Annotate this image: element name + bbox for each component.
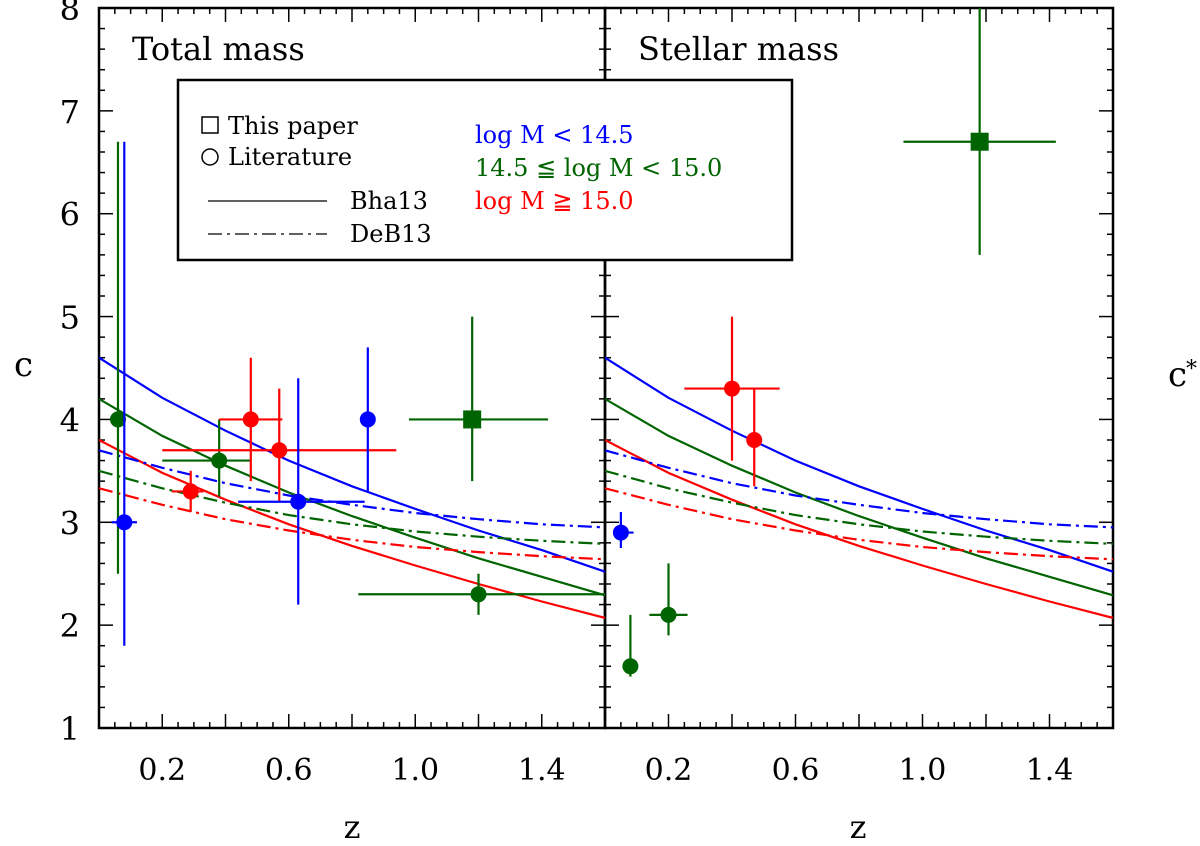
legend-this-paper: This paper bbox=[228, 112, 358, 140]
curve-bha13-high bbox=[605, 439, 1113, 619]
panel-0-series bbox=[99, 141, 605, 646]
data-point-mid bbox=[408, 316, 549, 482]
legend-mid-mass: 14.5 ≦ log M < 15.0 bbox=[475, 154, 722, 182]
curve-deb13-low bbox=[605, 449, 1113, 529]
square-marker bbox=[463, 410, 482, 429]
legend-low-mass: log M < 14.5 bbox=[475, 121, 634, 149]
circle-marker bbox=[470, 586, 487, 603]
data-point-low bbox=[238, 378, 365, 605]
circle-marker bbox=[290, 493, 307, 510]
data-point-high bbox=[684, 316, 780, 461]
curve-bha13-mid bbox=[605, 397, 1113, 597]
data-point-high bbox=[746, 388, 763, 487]
legend-square-marker bbox=[201, 116, 219, 134]
legend-literature: Literature bbox=[228, 143, 352, 171]
data-point-high bbox=[162, 388, 397, 502]
right-axis-label: c * bbox=[1168, 355, 1197, 395]
circle-marker bbox=[724, 380, 740, 397]
y-tick-label: 1 bbox=[60, 710, 80, 748]
curve-deb13-high bbox=[99, 487, 605, 561]
circle-marker bbox=[182, 483, 199, 500]
stellar-mass-title: Stellar mass bbox=[638, 30, 839, 68]
circle-marker bbox=[211, 452, 228, 469]
circle-marker bbox=[116, 514, 133, 531]
circle-marker bbox=[242, 411, 259, 428]
y-tick-label: 8 bbox=[60, 0, 80, 28]
x-tick-label: 1.4 bbox=[1026, 753, 1074, 788]
legend-bha13: Bha13 bbox=[350, 187, 428, 215]
circle-marker bbox=[622, 658, 639, 675]
x-tick-label: 0.2 bbox=[645, 753, 693, 788]
circle-marker bbox=[746, 432, 763, 448]
curve-deb13-mid bbox=[605, 469, 1113, 545]
x-tick-label: 0.2 bbox=[138, 753, 186, 788]
x-tick-label: 0.6 bbox=[265, 753, 313, 788]
data-point-mid bbox=[649, 563, 688, 636]
x-tick-label: 1.0 bbox=[899, 753, 947, 788]
curve-deb13-high bbox=[605, 487, 1113, 561]
panel-1-ticks: 0.2 0.6 1.0 1.4 bbox=[605, 8, 1113, 788]
curve-bha13-mid bbox=[99, 397, 605, 597]
data-point-mid bbox=[358, 573, 605, 615]
total-mass-title: Total mass bbox=[132, 30, 305, 68]
y-tick-label: 6 bbox=[60, 196, 80, 234]
panel-1-series bbox=[605, 8, 1113, 677]
y-tick-label: 5 bbox=[60, 299, 80, 337]
circle-marker bbox=[109, 411, 126, 428]
circle-marker bbox=[660, 606, 677, 623]
curve-bha13-low bbox=[99, 356, 605, 573]
legend-high-mass: log M ≧ 15.0 bbox=[475, 187, 634, 215]
curve-deb13-mid bbox=[99, 469, 605, 545]
data-point-mid bbox=[622, 614, 639, 677]
total-mass-xlabel: z bbox=[344, 808, 361, 846]
data-point-mid bbox=[109, 141, 126, 574]
x-tick-label: 1.4 bbox=[518, 753, 566, 788]
legend: This paper Literature Bha13 DeB13 log M … bbox=[176, 78, 794, 262]
data-point-mid bbox=[903, 8, 1056, 255]
data-layer bbox=[99, 8, 1113, 677]
y-axis-label: c bbox=[14, 345, 33, 385]
right-axis-label-c: c bbox=[1168, 355, 1187, 395]
curve-deb13-low bbox=[99, 449, 605, 529]
stellar-mass-xlabel: z bbox=[850, 808, 867, 846]
data-point-low bbox=[612, 512, 634, 548]
data-point-low bbox=[359, 347, 376, 492]
data-point-high bbox=[219, 357, 283, 482]
data-point-low bbox=[111, 141, 137, 646]
circle-marker bbox=[271, 442, 288, 459]
circle-marker bbox=[359, 411, 376, 428]
curve-bha13-low bbox=[605, 356, 1113, 573]
legend-deb13: DeB13 bbox=[350, 220, 432, 248]
legend-circle-marker bbox=[201, 148, 219, 166]
right-axis-label-star: * bbox=[1186, 357, 1197, 382]
y-tick-label: 2 bbox=[60, 607, 80, 645]
square-marker bbox=[970, 132, 989, 151]
y-tick-label: 4 bbox=[60, 401, 80, 439]
circle-marker bbox=[612, 524, 629, 541]
legend-box bbox=[176, 78, 794, 262]
x-tick-label: 0.6 bbox=[772, 753, 820, 788]
curve-bha13-high bbox=[99, 439, 605, 619]
data-point-high bbox=[171, 470, 204, 512]
stellar-mass-panel: Stellar mass z bbox=[603, 6, 1115, 846]
x-tick-label: 1.0 bbox=[391, 753, 439, 788]
data-point-mid bbox=[162, 419, 251, 497]
y-tick-label: 7 bbox=[60, 93, 80, 131]
y-tick-label: 3 bbox=[60, 504, 80, 542]
